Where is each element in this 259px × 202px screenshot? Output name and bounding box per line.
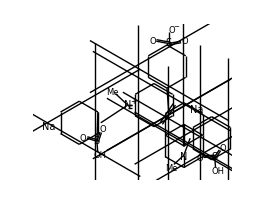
Text: S: S — [94, 136, 100, 146]
Text: Na: Na — [42, 122, 55, 132]
Text: O: O — [80, 134, 87, 143]
Text: N: N — [124, 100, 131, 110]
Text: S: S — [166, 39, 172, 48]
Text: N: N — [180, 152, 188, 162]
Text: OH: OH — [211, 167, 224, 176]
Text: S: S — [212, 152, 218, 162]
Text: O: O — [220, 144, 227, 153]
Text: O: O — [181, 37, 188, 46]
Text: O: O — [100, 125, 106, 134]
Text: Me: Me — [166, 164, 178, 173]
Text: Me: Me — [106, 88, 119, 97]
Text: −: − — [173, 24, 179, 30]
Text: OH: OH — [93, 151, 106, 160]
Text: +: + — [130, 97, 136, 106]
Text: O: O — [168, 26, 175, 35]
Text: Na: Na — [190, 105, 204, 116]
Text: O: O — [149, 37, 156, 46]
Text: O: O — [196, 154, 203, 163]
